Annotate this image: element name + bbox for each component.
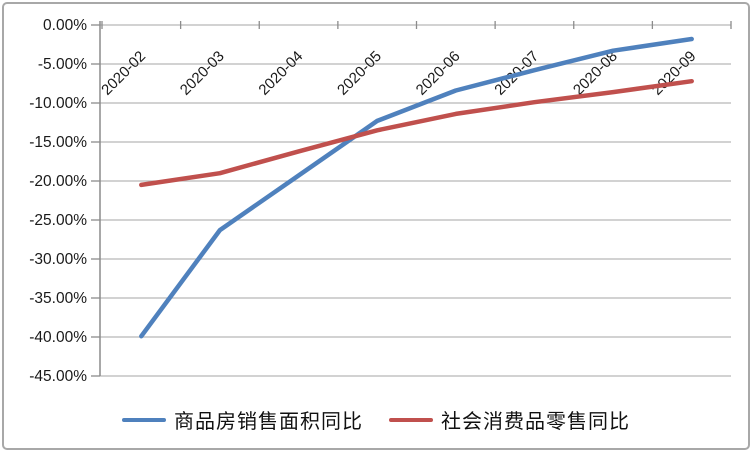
y-axis-label: -40.00% — [29, 329, 87, 346]
y-axis-label: -5.00% — [38, 56, 87, 73]
legend-item-retail: 社会消费品零售同比 — [389, 405, 630, 434]
x-axis-label: 2020-05 — [334, 48, 385, 99]
y-axis-label: -35.00% — [29, 290, 87, 307]
y-axis-label: -45.00% — [29, 368, 87, 385]
x-axis-label: 2020-09 — [649, 48, 700, 99]
y-axis-label: -25.00% — [29, 212, 87, 229]
y-axis-label: -30.00% — [29, 251, 87, 268]
line-chart-plot-area: 0.00% -5.00% -10.00% -15.00% -20.00% -25.00% -… — [29, 17, 732, 385]
series-line-0 — [139, 36, 694, 339]
legend-label-retail: 社会消费品零售同比 — [441, 411, 630, 433]
legend-item-housing: 商品房销售面积同比 — [122, 405, 363, 434]
chart-legend: 商品房销售面积同比 社会消费品零售同比 — [4, 405, 748, 434]
x-axis-label: 2020-04 — [255, 48, 306, 99]
series-line-1 — [139, 78, 694, 188]
y-axis-label: -15.00% — [29, 134, 87, 151]
y-axis-label: -20.00% — [29, 173, 87, 190]
legend-swatch-housing — [122, 417, 166, 422]
y-axis-label: 0.00% — [43, 17, 87, 34]
legend-swatch-retail — [389, 417, 433, 422]
x-axis-label: 2020-02 — [98, 48, 149, 99]
y-axis-label: -10.00% — [29, 95, 87, 112]
x-axis-label: 2020-03 — [177, 48, 228, 99]
legend-label-housing: 商品房销售面积同比 — [174, 411, 363, 433]
